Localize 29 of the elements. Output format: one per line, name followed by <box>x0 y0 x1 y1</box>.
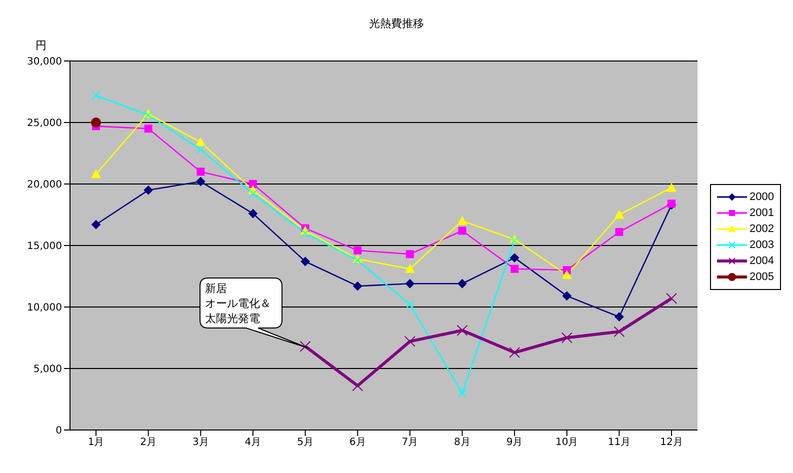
legend-label: 2005 <box>750 270 774 282</box>
legend-label: 2004 <box>750 254 774 266</box>
legend-label: 2003 <box>750 238 774 250</box>
y-tick-label: 15,000 <box>27 241 62 252</box>
x-tick-label: 1月 <box>88 437 104 448</box>
y-tick-label: 10,000 <box>27 302 62 314</box>
chart-title: 光熱費推移 <box>368 16 425 31</box>
legend-label: 2001 <box>750 206 774 218</box>
y-axis-title: 円 <box>36 39 46 52</box>
x-tick-label: 4月 <box>244 437 262 448</box>
annotation: 新居 <box>205 281 228 296</box>
x-tick-label: 12月 <box>660 437 683 448</box>
x-tick-label: 11月 <box>608 437 631 448</box>
x-tick-label: 9月 <box>506 437 523 448</box>
x-tick-label: 5月 <box>297 437 314 448</box>
x-tick-label: 10月 <box>556 437 578 448</box>
legend-label: 2000 <box>750 190 774 202</box>
x-tick-label: 7月 <box>402 437 418 448</box>
annotation: オール電化＆太陽光発電 <box>205 296 272 326</box>
legend-label: 2002 <box>750 222 774 234</box>
y-tick-label: 20,000 <box>27 180 62 191</box>
y-tick-label: 5,000 <box>33 364 62 376</box>
x-tick-label: 3月 <box>192 437 209 448</box>
y-tick-label: 25,000 <box>27 118 62 130</box>
y-tick-label: 0 <box>56 426 62 437</box>
x-tick-label: 2月 <box>140 437 157 448</box>
x-tick-label: 8月 <box>454 437 470 448</box>
y-tick-label: 30,000 <box>27 56 62 68</box>
x-tick-label: 6月 <box>349 437 366 448</box>
